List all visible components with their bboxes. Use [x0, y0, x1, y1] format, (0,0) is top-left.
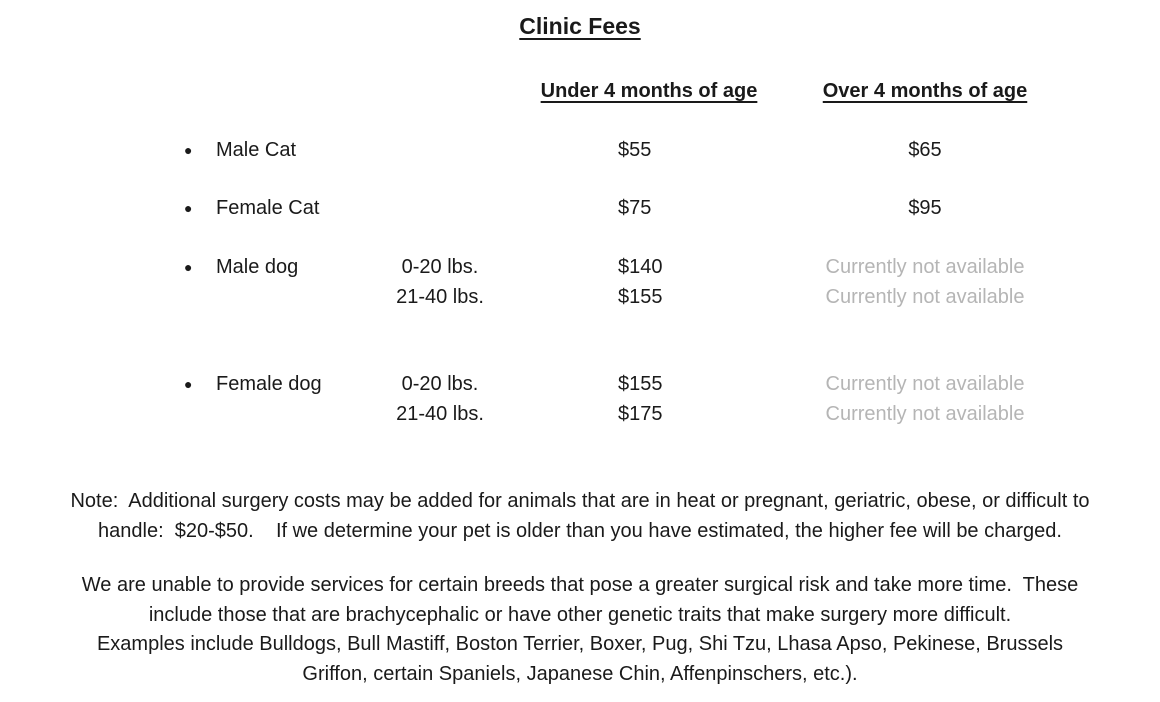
- bullet-icon: ●: [184, 259, 193, 275]
- weight-range: 0-20 lbs.: [401, 256, 479, 278]
- table-row-female-dog-0-20: ● Female dog 0-20 lbs. $155 Currently no…: [0, 371, 1160, 397]
- fee-under-4-months: $155: [618, 286, 663, 308]
- note-paragraph: Note: Additional surgery costs may be ad…: [0, 487, 1160, 546]
- weight-range: 21-40 lbs.: [396, 286, 484, 308]
- bullet-icon: ●: [184, 376, 193, 392]
- fee-under-4-months: $75: [618, 197, 652, 219]
- fee-over-4-months-unavailable: Currently not available: [825, 403, 1025, 425]
- bullet-icon: ●: [184, 200, 193, 216]
- breeds-paragraph: We are unable to provide services for ce…: [0, 571, 1160, 689]
- breeds-line: Examples include Bulldogs, Bull Mastiff,…: [96, 633, 1064, 655]
- fee-under-4-months: $55: [618, 139, 652, 161]
- breeds-line: include those that are brachycephalic or…: [148, 603, 1012, 626]
- column-header-over-4-months: Over 4 months of age: [822, 80, 1028, 102]
- breeds-line: We are unable to provide services for ce…: [81, 574, 1079, 596]
- table-row-male-dog-0-20: ● Male dog 0-20 lbs. $140 Currently not …: [0, 254, 1160, 280]
- fee-over-4-months: $95: [908, 197, 942, 219]
- fee-over-4-months-unavailable: Currently not available: [825, 256, 1025, 278]
- table-row-male-cat: ● Male Cat $55 $65: [0, 137, 1160, 163]
- table-row-female-cat: ● Female Cat $75 $95: [0, 195, 1160, 221]
- table-row-female-dog-21-40: 21-40 lbs. $175 Currently not available: [0, 401, 1160, 427]
- fee-over-4-months-unavailable: Currently not available: [825, 373, 1025, 395]
- column-header-under-4-months: Under 4 months of age: [540, 80, 758, 102]
- page-title: Clinic Fees: [519, 13, 641, 39]
- bullet-icon: ●: [184, 142, 193, 158]
- fee-under-4-months: $155: [618, 373, 663, 395]
- animal-label: Male dog: [216, 256, 299, 278]
- fee-under-4-months: $140: [618, 256, 663, 278]
- animal-label: Male Cat: [216, 139, 297, 161]
- table-row-male-dog-21-40: 21-40 lbs. $155 Currently not available: [0, 284, 1160, 310]
- note-line: handle: $20-$50. If we determine your pe…: [98, 519, 1062, 542]
- weight-range: 0-20 lbs.: [401, 373, 479, 395]
- animal-label: Female dog: [216, 373, 322, 395]
- fee-under-4-months: $175: [618, 403, 663, 425]
- fee-over-4-months: $65: [908, 139, 942, 161]
- animal-label: Female Cat: [216, 197, 320, 219]
- breeds-line: Griffon, certain Spaniels, Japanese Chin…: [302, 662, 858, 685]
- weight-range: 21-40 lbs.: [396, 403, 484, 425]
- fee-over-4-months-unavailable: Currently not available: [825, 286, 1025, 308]
- note-line: Note: Additional surgery costs may be ad…: [70, 490, 1090, 512]
